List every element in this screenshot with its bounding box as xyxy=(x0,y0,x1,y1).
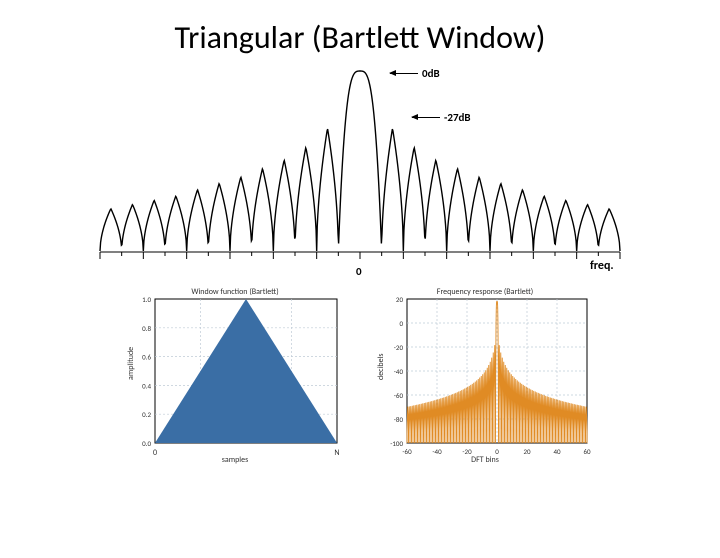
svg-text:0.6: 0.6 xyxy=(142,353,151,362)
annotation-27db-label: -27dB xyxy=(444,111,471,124)
main-spectrum-svg xyxy=(80,65,640,265)
svg-text:-60: -60 xyxy=(394,391,404,400)
svg-text:-40: -40 xyxy=(394,367,404,376)
freq-response-svg: -100-80-60-40-20020-60-40-200204060 xyxy=(375,285,595,465)
subplot-right-title: Frequency response (Bartlett) xyxy=(375,287,595,297)
window-function-svg: 0N0.00.20.40.60.81.0 xyxy=(125,285,345,465)
svg-text:0: 0 xyxy=(399,319,403,328)
subplot-left-ylabel: amplitude xyxy=(126,347,136,380)
window-function-plot: Window function (Bartlett) 0N0.00.20.40.… xyxy=(125,285,345,465)
annotation-0db: 0dB xyxy=(390,67,440,80)
svg-text:-80: -80 xyxy=(394,415,404,424)
xaxis-zero-label: 0 xyxy=(356,265,362,278)
svg-text:0.8: 0.8 xyxy=(142,324,151,333)
subplot-right-ylabel: decibels xyxy=(376,353,386,380)
xaxis-freq-label: freq. xyxy=(590,259,614,273)
subplot-left-xlabel: samples xyxy=(125,455,345,465)
annotation-0db-label: 0dB xyxy=(422,67,440,80)
arrow-left-icon xyxy=(390,73,418,74)
main-spectrum-plot: 0dB -27dB 0 freq. xyxy=(80,65,640,275)
arrow-left-icon xyxy=(412,117,440,118)
svg-text:0.0: 0.0 xyxy=(142,439,151,448)
subplot-row: Window function (Bartlett) 0N0.00.20.40.… xyxy=(0,285,720,465)
freq-response-plot: Frequency response (Bartlett) -100-80-60… xyxy=(375,285,595,465)
subplot-right-xlabel: DFT bins xyxy=(375,455,595,465)
svg-text:0.2: 0.2 xyxy=(142,410,151,419)
subplot-left-title: Window function (Bartlett) xyxy=(125,287,345,297)
page-title: Triangular (Bartlett Window) xyxy=(0,18,720,57)
svg-text:0.4: 0.4 xyxy=(142,381,151,390)
annotation-27db: -27dB xyxy=(412,111,471,124)
svg-text:-20: -20 xyxy=(394,343,404,352)
